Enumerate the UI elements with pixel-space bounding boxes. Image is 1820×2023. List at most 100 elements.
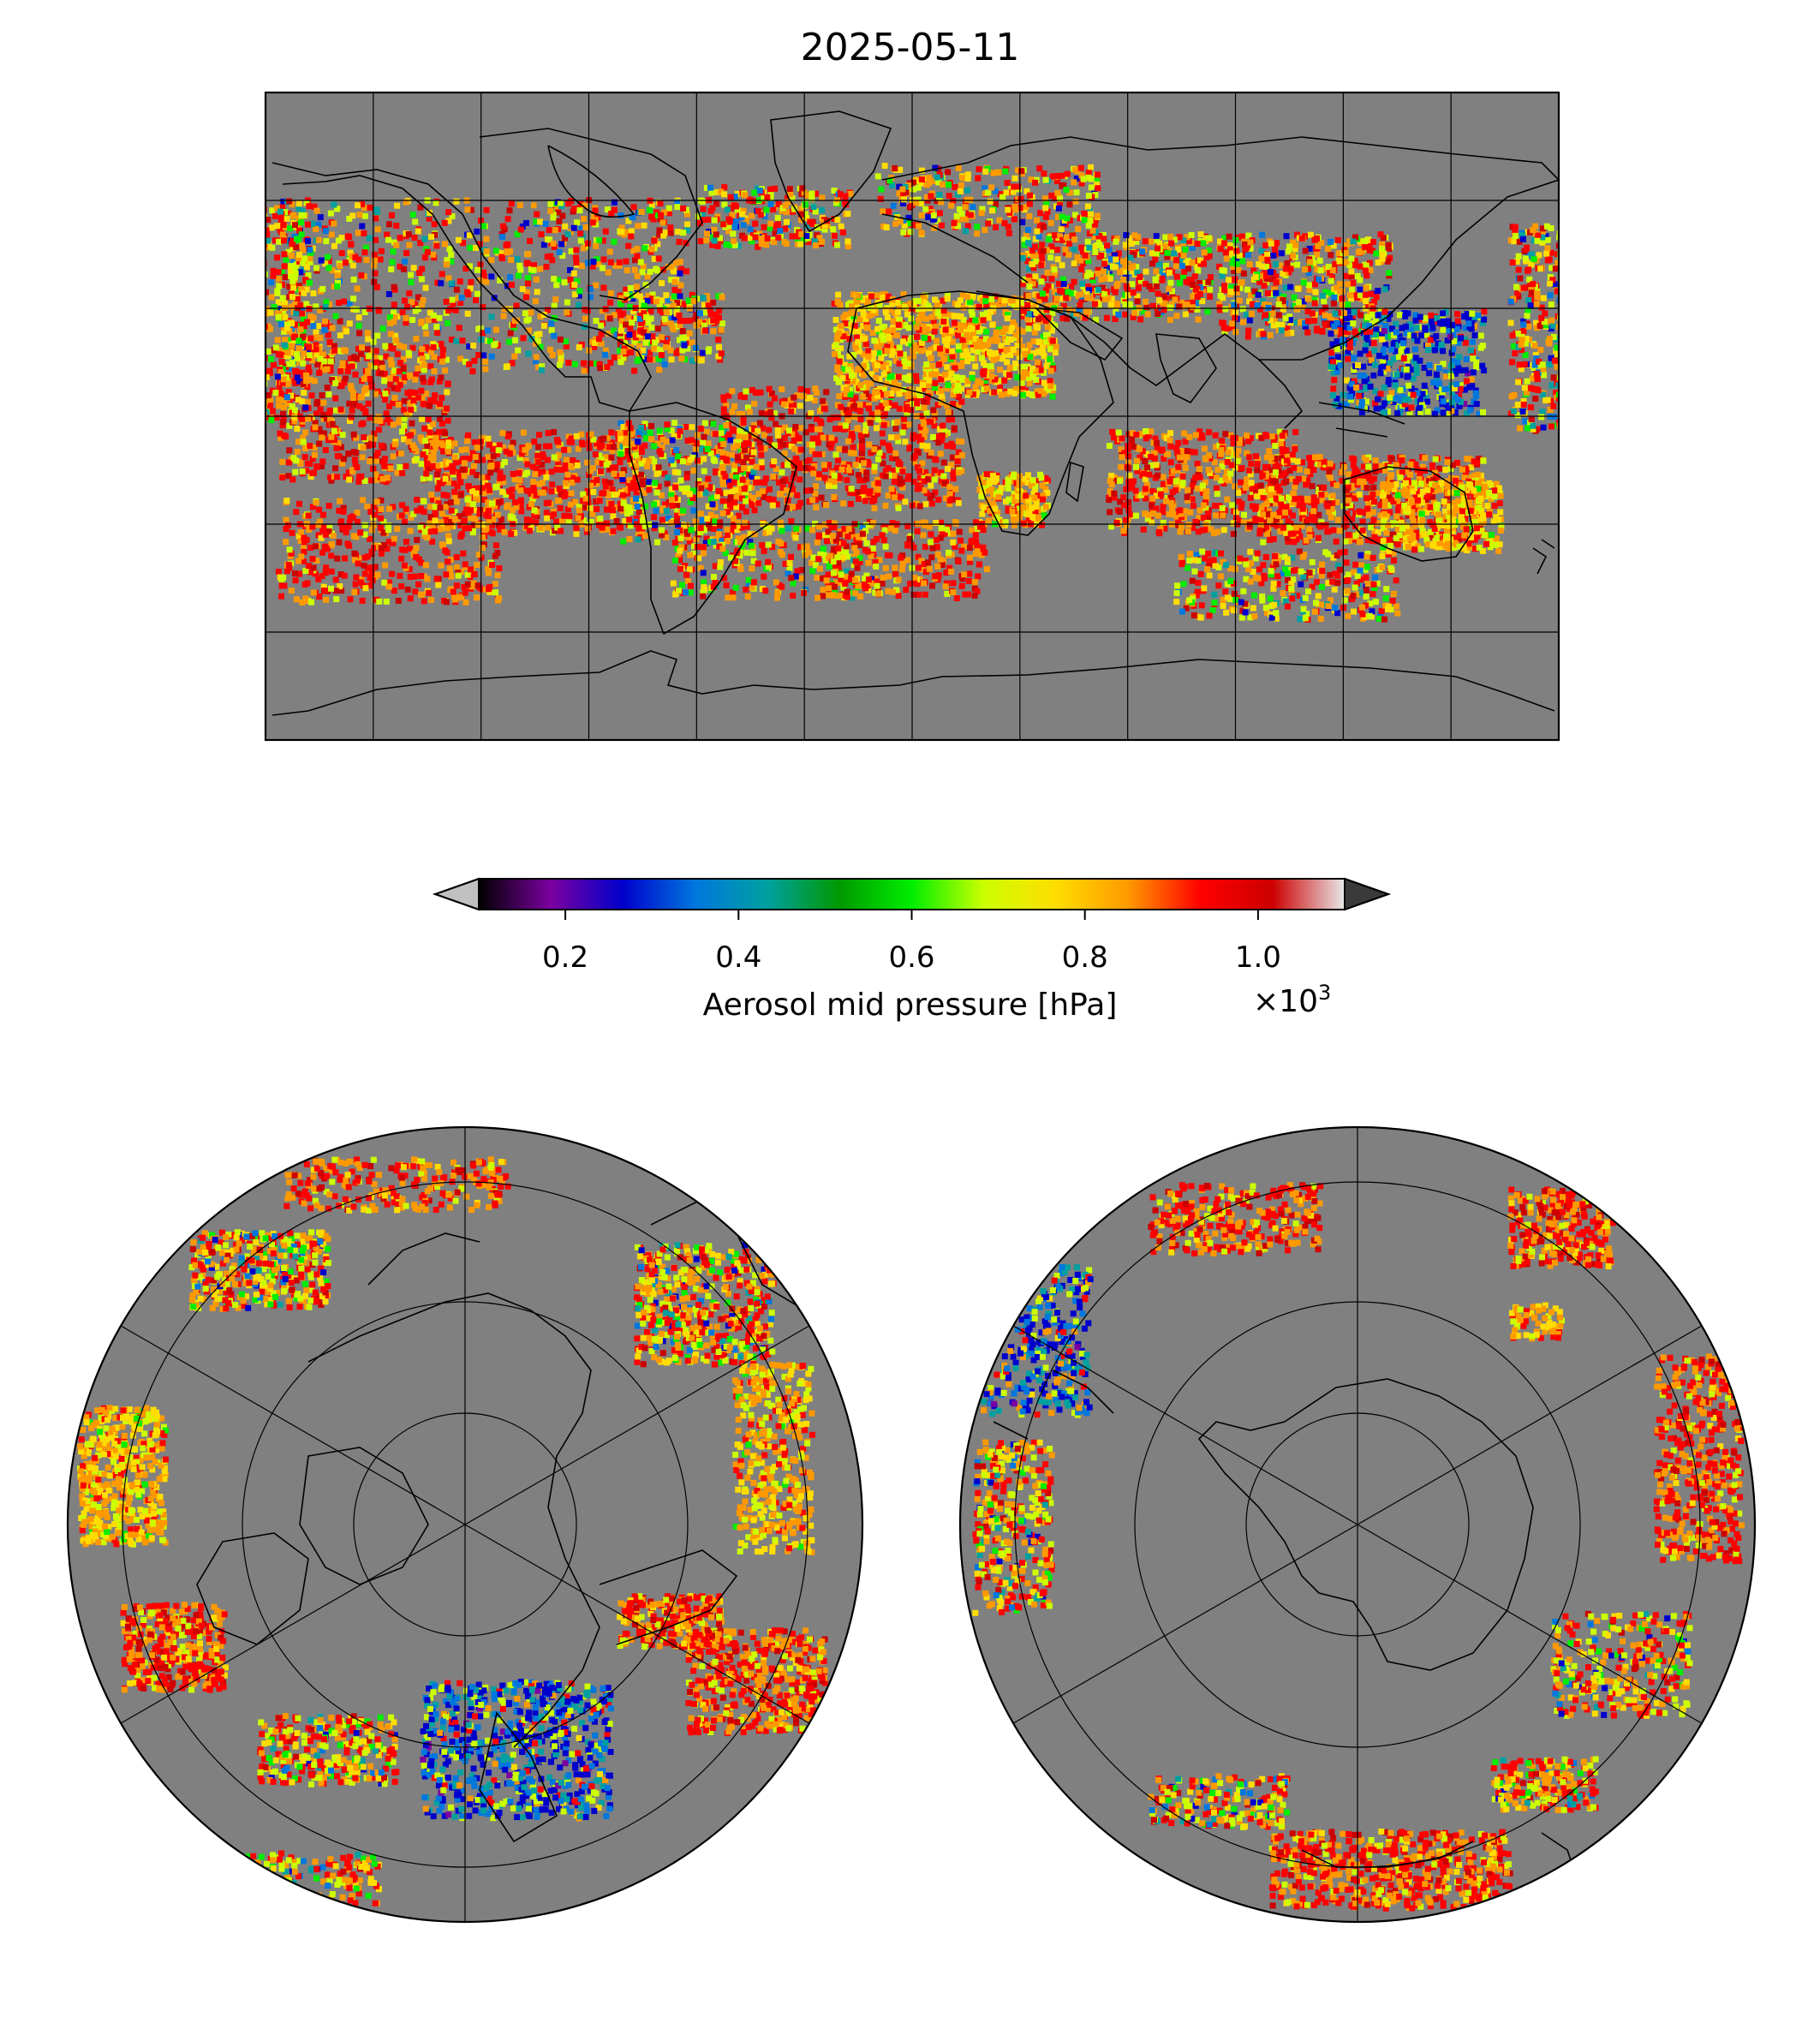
data-pixel <box>530 484 537 491</box>
data-pixel <box>938 388 944 395</box>
data-pixel <box>915 403 922 410</box>
data-pixel <box>949 338 956 345</box>
data-pixel <box>863 431 870 438</box>
data-pixel <box>633 315 640 322</box>
data-pixel <box>1020 313 1027 319</box>
data-pixel <box>509 492 516 499</box>
data-pixel <box>869 330 876 337</box>
data-pixel <box>856 316 863 323</box>
data-pixel <box>651 514 658 521</box>
data-pixel <box>895 438 902 445</box>
data-pixel <box>1042 475 1049 481</box>
data-pixel <box>1037 387 1044 394</box>
data-pixel <box>785 441 791 448</box>
data-pixel <box>1262 270 1268 277</box>
data-pixel <box>1043 331 1049 338</box>
data-pixel <box>656 427 663 434</box>
data-pixel <box>950 391 957 398</box>
data-pixel <box>1127 254 1134 261</box>
data-pixel <box>813 415 820 422</box>
data-pixel <box>915 306 922 313</box>
data-pixel <box>831 482 838 489</box>
data-pixel <box>889 301 896 307</box>
data-pixel <box>634 504 641 510</box>
data-pixel <box>850 377 856 384</box>
data-pixel <box>954 455 961 462</box>
data-pixel <box>524 469 531 476</box>
data-pixel <box>423 391 429 397</box>
data-pixel <box>575 301 582 308</box>
data-pixel <box>747 465 754 472</box>
data-pixel <box>445 448 451 455</box>
data-pixel <box>911 297 917 304</box>
data-pixel <box>456 325 462 331</box>
data-pixel <box>695 478 702 485</box>
data-pixel <box>415 394 421 401</box>
data-pixel <box>1060 276 1066 283</box>
data-pixel <box>966 334 973 341</box>
data-pixel <box>434 462 441 469</box>
data-pixel <box>647 429 653 436</box>
data-pixel <box>860 311 867 318</box>
data-pixel <box>653 266 659 272</box>
data-pixel <box>917 474 924 481</box>
data-pixel <box>588 338 595 345</box>
data-pixel <box>1082 314 1089 321</box>
data-pixel <box>1026 283 1033 290</box>
data-pixel <box>734 442 741 449</box>
data-pixel <box>844 477 850 484</box>
data-pixel <box>908 407 915 413</box>
data-pixel <box>329 325 336 331</box>
data-pixel <box>994 355 1000 361</box>
data-pixel <box>427 424 433 431</box>
data-pixel <box>964 294 971 301</box>
data-pixel <box>833 375 840 382</box>
data-pixel <box>652 522 659 528</box>
data-pixel <box>444 492 451 499</box>
data-pixel <box>924 443 931 450</box>
data-pixel <box>985 314 992 321</box>
data-pixel <box>1082 252 1089 259</box>
data-pixel <box>602 351 608 358</box>
data-pixel <box>553 282 560 289</box>
data-pixel <box>391 309 397 316</box>
data-pixel <box>301 454 308 461</box>
data-pixel <box>406 290 413 296</box>
data-pixel <box>880 460 886 467</box>
data-pixel <box>1053 343 1059 350</box>
data-pixel <box>635 455 641 462</box>
data-pixel <box>408 432 415 439</box>
data-pixel <box>559 212 566 219</box>
data-pixel <box>992 505 999 512</box>
data-pixel <box>821 474 828 481</box>
data-pixel <box>552 227 558 234</box>
data-pixel <box>654 440 661 447</box>
data-pixel <box>722 473 729 480</box>
data-pixel <box>320 399 327 406</box>
data-pixel <box>524 487 531 494</box>
data-pixel <box>1085 283 1092 290</box>
data-pixel <box>1025 476 1032 482</box>
data-pixel <box>1386 246 1393 252</box>
data-pixel <box>1221 283 1228 289</box>
data-pixel <box>1318 240 1325 247</box>
data-pixel <box>850 450 857 457</box>
data-pixel <box>1101 260 1108 267</box>
data-pixel <box>1023 232 1029 239</box>
data-pixel <box>724 457 731 464</box>
data-pixel <box>831 479 838 486</box>
data-pixel <box>777 438 784 445</box>
data-pixel <box>543 510 550 516</box>
data-pixel <box>1026 321 1033 328</box>
data-pixel <box>332 379 339 386</box>
data-pixel <box>964 378 971 385</box>
data-pixel <box>462 358 468 365</box>
data-pixel <box>1291 294 1298 301</box>
data-pixel <box>593 318 600 325</box>
data-pixel <box>731 494 737 501</box>
data-pixel <box>969 371 976 378</box>
data-pixel <box>1135 285 1142 292</box>
data-pixel <box>940 427 947 434</box>
data-pixel <box>935 496 942 503</box>
data-pixel <box>480 273 487 280</box>
